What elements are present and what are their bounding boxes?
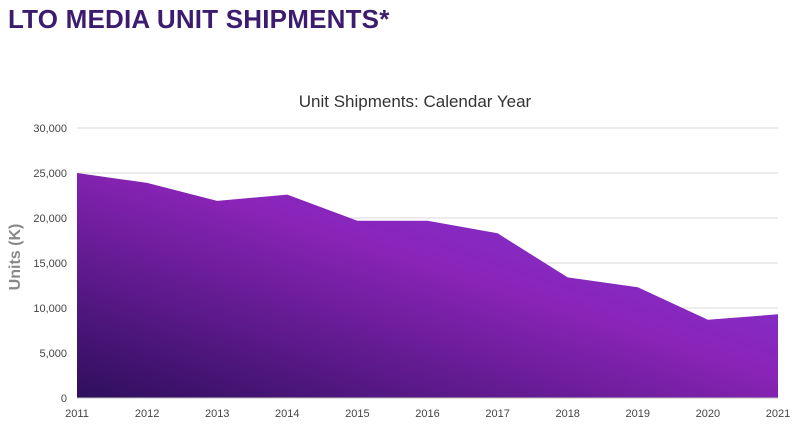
y-tick-label: 20,000 [33,213,67,225]
y-tick-label: 5,000 [39,348,67,360]
x-tick-label: 2013 [205,408,229,420]
x-axis-ticks: 2011 2012 2013 2014 2015 2016 2017 2018 2019 2020… [65,408,790,420]
x-tick-label: 2020 [696,408,720,420]
x-tick-label: 2014 [275,408,299,420]
y-tick-label: 0 [61,393,67,405]
chart-title: Unit Shipments: Calendar Year [299,92,532,111]
y-tick-label: 25,000 [33,168,67,180]
data-area-layer [77,173,778,398]
y-tick-label: 30,000 [33,123,67,135]
x-tick-label: 2016 [415,408,439,420]
x-tick-label: 2012 [135,408,159,420]
x-tick-label: 2019 [626,408,650,420]
x-tick-label: 2015 [345,408,369,420]
y-axis-label: Units (K) [7,224,24,291]
x-tick-label: 2017 [485,408,509,420]
x-tick-label: 2018 [555,408,579,420]
y-tick-label: 15,000 [33,258,67,270]
data-area [77,173,778,398]
page-title: LTO MEDIA UNIT SHIPMENTS* [8,4,390,34]
y-tick-label: 10,000 [33,303,67,315]
x-tick-label: 2011 [65,408,89,420]
x-tick-label: 2021 [766,408,790,420]
y-axis-ticks: 0 5,000 10,000 15,000 20,000 25,000 30,000 [33,123,67,405]
